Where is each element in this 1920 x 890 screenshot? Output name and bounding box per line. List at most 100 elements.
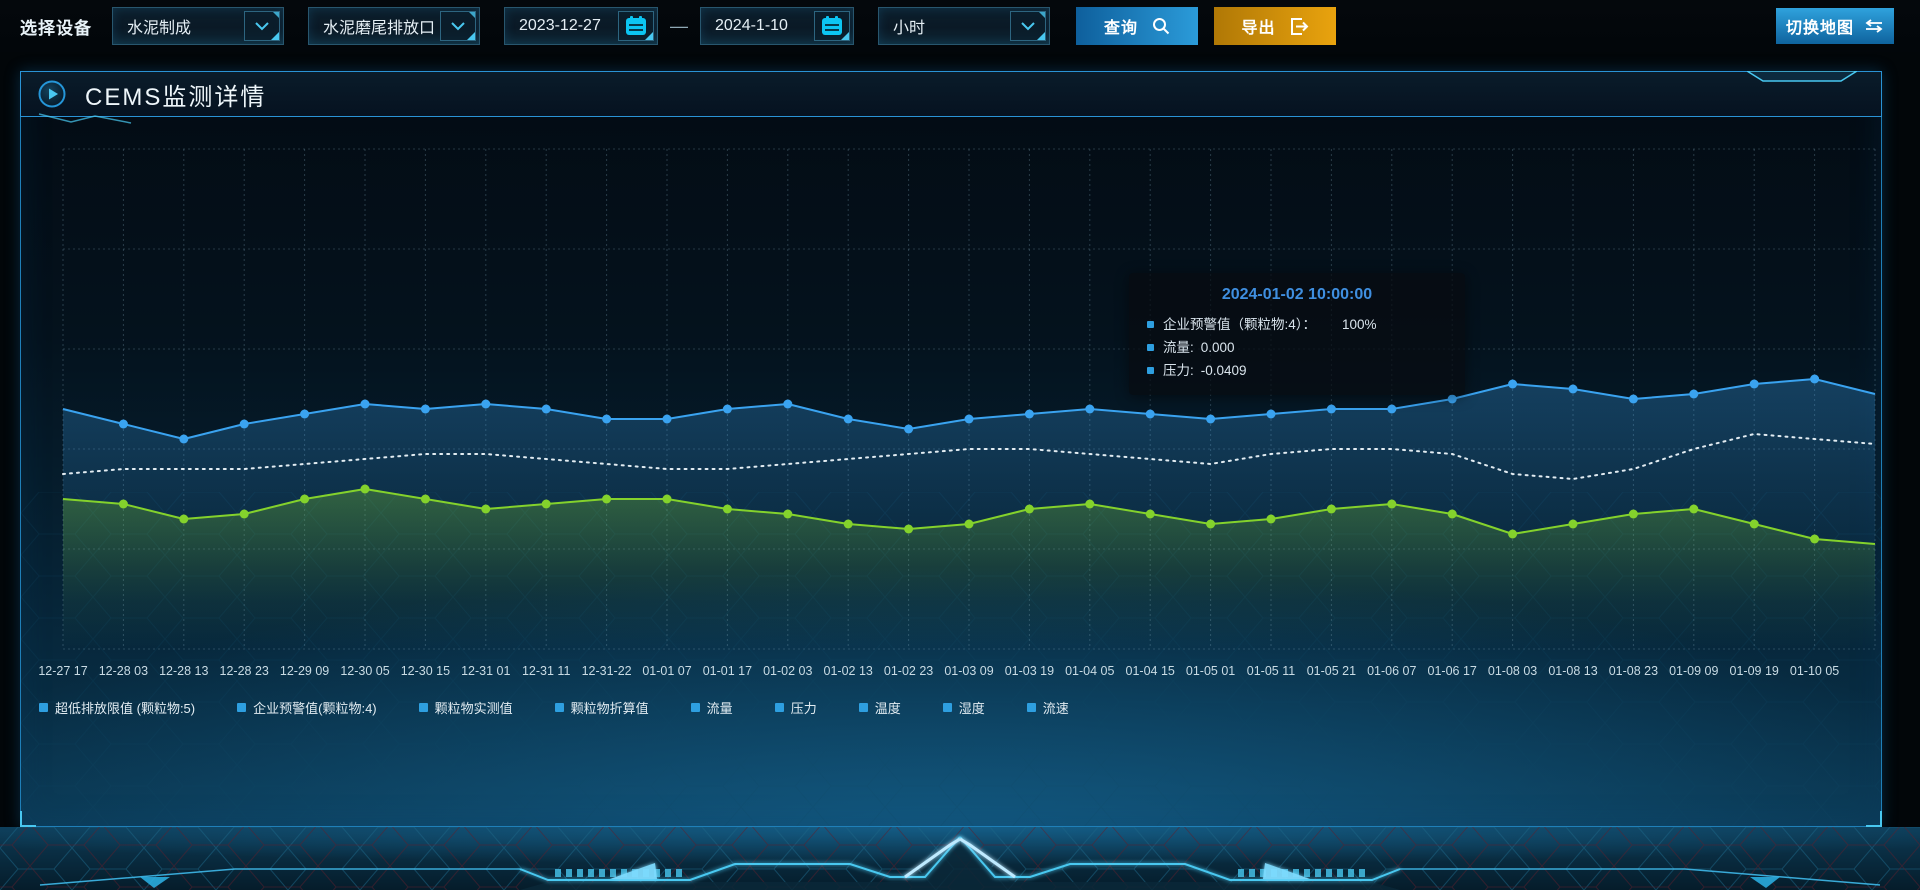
series-blue-point[interactable] (843, 414, 853, 424)
export-button[interactable]: 导出 (1214, 7, 1336, 45)
legend-marker-icon (858, 703, 868, 712)
chevron-down-icon[interactable] (1010, 11, 1046, 41)
series-blue-point[interactable] (1689, 389, 1699, 399)
legend-item[interactable]: 企业预警值(颗粒物:4) (237, 698, 377, 717)
outlet-select[interactable]: 水泥磨尾排放口 (308, 7, 480, 45)
series-blue-point[interactable] (1206, 414, 1216, 424)
series-blue-point[interactable] (904, 424, 914, 434)
tooltip-series-marker-icon (1147, 344, 1154, 351)
series-blue-point[interactable] (1568, 384, 1578, 394)
header-zigzag-decoration (38, 113, 132, 124)
interval-select-value: 小时 (893, 20, 926, 37)
x-axis-label: 01-04 15 (1126, 664, 1175, 678)
x-axis-label: 01-01 17 (703, 664, 752, 678)
series-blue-point[interactable] (1810, 374, 1820, 384)
legend-marker-icon (418, 703, 428, 712)
series-green-point[interactable] (481, 504, 491, 514)
series-green-point[interactable] (420, 494, 430, 504)
series-blue-point[interactable] (783, 399, 793, 409)
series-blue-point[interactable] (1447, 394, 1457, 404)
x-axis-label: 01-09 09 (1669, 664, 1718, 678)
series-blue-point[interactable] (1266, 409, 1276, 419)
series-green-point[interactable] (239, 509, 249, 519)
series-blue-point[interactable] (239, 419, 249, 429)
series-blue-point[interactable] (481, 399, 491, 409)
series-green-point[interactable] (1689, 504, 1699, 514)
series-green-point[interactable] (1085, 499, 1095, 509)
series-blue-point[interactable] (420, 404, 430, 414)
series-green-point[interactable] (904, 524, 914, 534)
series-green-point[interactable] (722, 504, 732, 514)
chevron-down-icon[interactable] (244, 11, 280, 41)
play-icon[interactable] (37, 79, 67, 109)
start-date-input[interactable]: 2023-12-27 (504, 7, 658, 45)
legend-item[interactable]: 颗粒物实测值 (418, 698, 513, 717)
export-button-label: 导出 (1241, 20, 1276, 37)
device-select[interactable]: 水泥制成 (112, 7, 284, 45)
switch-map-button-label: 切换地图 (1785, 20, 1854, 37)
series-green-point[interactable] (1810, 534, 1820, 544)
series-blue-point[interactable] (1326, 404, 1336, 414)
series-green-point[interactable] (1568, 519, 1578, 529)
legend-label: 湿度 (958, 701, 985, 716)
series-blue-point[interactable] (602, 414, 612, 424)
series-blue-point[interactable] (662, 414, 672, 424)
legend-item[interactable]: 颗粒物折算值 (554, 698, 649, 717)
series-blue-point[interactable] (300, 409, 310, 419)
series-green-point[interactable] (360, 484, 370, 494)
series-blue-point[interactable] (360, 399, 370, 409)
series-blue-point[interactable] (179, 434, 189, 444)
series-blue-point[interactable] (1024, 409, 1034, 419)
legend-item[interactable]: 流量 (690, 698, 733, 717)
series-green-point[interactable] (541, 499, 551, 509)
series-blue-point[interactable] (1085, 404, 1095, 414)
x-axis-label: 12-28 03 (99, 664, 148, 678)
series-green-point[interactable] (1447, 509, 1457, 519)
interval-select[interactable]: 小时 (878, 7, 1050, 45)
chevron-down-icon[interactable] (440, 11, 476, 41)
query-button[interactable]: 查询 (1076, 7, 1198, 45)
series-blue-point[interactable] (1628, 394, 1638, 404)
legend-item[interactable]: 超低排放限值 (颗粒物:5) (39, 698, 195, 717)
legend-item[interactable]: 湿度 (942, 698, 985, 717)
calendar-icon[interactable] (618, 11, 654, 41)
series-green-point[interactable] (1326, 504, 1336, 514)
legend-item[interactable]: 压力 (774, 698, 817, 717)
series-blue-point[interactable] (1145, 409, 1155, 419)
legend-item[interactable]: 温度 (858, 698, 901, 717)
series-green-point[interactable] (1508, 529, 1518, 539)
series-green-point[interactable] (300, 494, 310, 504)
series-green-point[interactable] (662, 494, 672, 504)
cems-line-chart[interactable]: 12-27 17 12-28 03 12-28 13 12-28 23 12-29 09… (21, 118, 1883, 694)
calendar-icon[interactable] (814, 11, 850, 41)
corner-accent (645, 32, 653, 40)
series-blue-point[interactable] (1387, 404, 1397, 414)
series-green-point[interactable] (843, 519, 853, 529)
series-green-point[interactable] (1628, 509, 1638, 519)
x-axis-label: 12-31 11 (522, 664, 570, 678)
series-green-point[interactable] (1024, 504, 1034, 514)
corner-accent (469, 12, 475, 18)
legend-item[interactable]: 流速 (1026, 698, 1069, 717)
series-green-point[interactable] (1145, 509, 1155, 519)
series-blue-point[interactable] (1749, 379, 1759, 389)
series-green-point[interactable] (118, 499, 128, 509)
x-axis-label: 01-09 19 (1730, 664, 1779, 678)
series-blue-point[interactable] (541, 404, 551, 414)
series-green-point[interactable] (179, 514, 189, 524)
series-green-point[interactable] (1266, 514, 1276, 524)
corner-accent (467, 32, 475, 40)
series-blue-point[interactable] (964, 414, 974, 424)
series-green-point[interactable] (602, 494, 612, 504)
legend-label: 超低排放限值 (颗粒物:5) (55, 701, 196, 716)
series-green-point[interactable] (1749, 519, 1759, 529)
series-green-point[interactable] (1387, 499, 1397, 509)
end-date-input[interactable]: 2024-1-10 (700, 7, 854, 45)
series-blue-point[interactable] (722, 404, 732, 414)
series-green-point[interactable] (1206, 519, 1216, 529)
series-blue-point[interactable] (1508, 379, 1518, 389)
switch-map-button[interactable]: 切换地图 (1776, 8, 1894, 44)
series-green-point[interactable] (783, 509, 793, 519)
series-blue-point[interactable] (118, 419, 128, 429)
series-green-point[interactable] (964, 519, 974, 529)
